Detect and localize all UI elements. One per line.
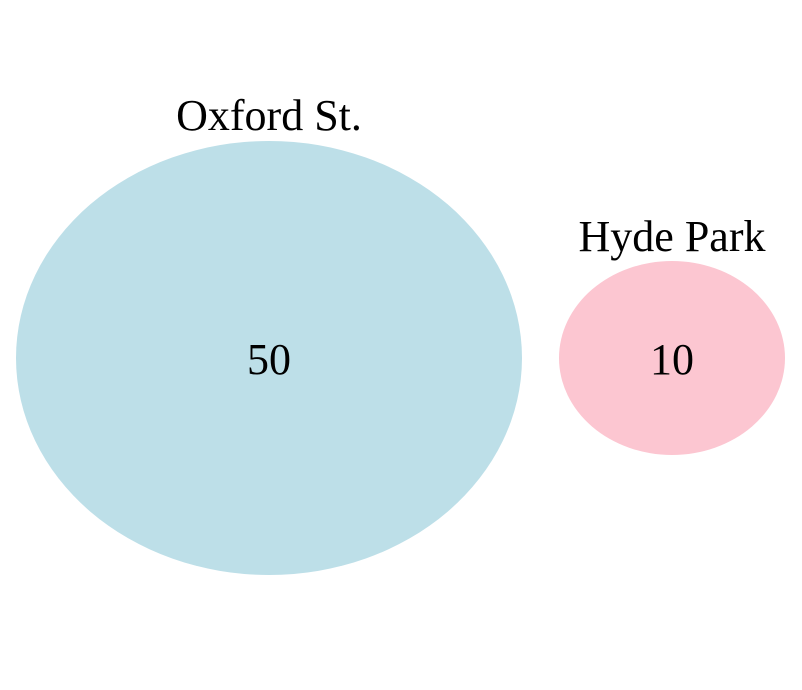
- oxford-st-label: Oxford St.: [176, 91, 362, 140]
- set-hyde-park: Hyde Park 10: [559, 212, 785, 455]
- hyde-park-circle: [559, 261, 785, 455]
- set-oxford-st: Oxford St. 50: [16, 91, 522, 575]
- hyde-park-count: 10: [650, 335, 694, 384]
- oxford-st-circle: [16, 141, 522, 575]
- hyde-park-label: Hyde Park: [579, 212, 766, 261]
- oxford-st-count: 50: [247, 335, 291, 384]
